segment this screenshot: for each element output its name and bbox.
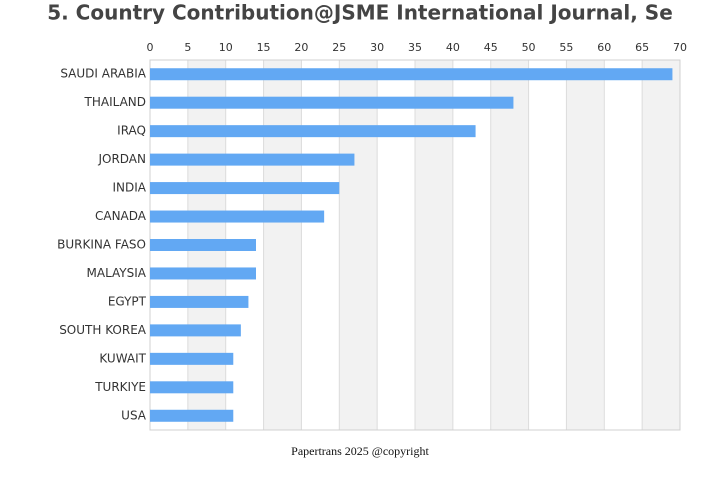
bar <box>150 239 256 251</box>
y-tick-label: CANADA <box>95 209 147 223</box>
bar <box>150 267 256 280</box>
grid-band <box>566 60 605 430</box>
y-tick-label: JORDAN <box>97 152 146 166</box>
y-tick-label: TURKIYE <box>94 380 146 394</box>
y-tick-label: USA <box>121 408 147 422</box>
x-tick-label: 15 <box>257 41 271 54</box>
x-tick-label: 10 <box>219 41 233 54</box>
y-tick-label: SOUTH KOREA <box>59 323 147 337</box>
bar <box>150 96 514 109</box>
x-tick-label: 20 <box>294 41 308 54</box>
x-tick-label: 35 <box>408 41 422 54</box>
bar <box>150 409 234 422</box>
x-tick-label: 25 <box>332 41 346 54</box>
y-tick-label: KUWAIT <box>99 351 146 365</box>
y-tick-label: INDIA <box>112 181 146 195</box>
bar <box>150 182 340 195</box>
y-tick-label: IRAQ <box>117 124 146 138</box>
bar <box>150 324 241 337</box>
x-tick-label: 70 <box>673 41 687 54</box>
bar <box>150 210 325 223</box>
grid-band <box>263 60 302 430</box>
x-tick-label: 55 <box>559 41 573 54</box>
x-tick-label: 60 <box>597 41 611 54</box>
y-tick-label: BURKINA FASO <box>57 238 146 252</box>
y-tick-label: MALAYSIA <box>87 266 147 280</box>
y-tick-label: EGYPT <box>108 294 147 308</box>
x-tick-label: 45 <box>484 41 498 54</box>
y-tick-label: THAILAND <box>84 95 147 109</box>
grid-band <box>490 60 529 430</box>
grid-band <box>642 60 680 430</box>
bar <box>150 352 234 365</box>
x-tick-label: 5 <box>184 41 191 54</box>
x-tick-label: 50 <box>522 41 536 54</box>
bar <box>150 295 249 308</box>
grid-band <box>339 60 378 430</box>
x-tick-label: 0 <box>147 41 154 54</box>
x-tick-label: 40 <box>446 41 460 54</box>
chart-title: 5. Country Contribution@JSME Internation… <box>47 1 673 25</box>
bar <box>150 381 234 394</box>
footer: Papertrans 2025 @copyright <box>291 444 429 458</box>
grid-band <box>415 60 453 430</box>
bar <box>150 153 355 166</box>
x-tick-label: 30 <box>370 41 384 54</box>
bar <box>150 125 476 138</box>
y-tick-label: SAUDI ARABIA <box>60 67 146 81</box>
bar <box>150 68 673 81</box>
x-tick-label: 65 <box>635 41 649 54</box>
